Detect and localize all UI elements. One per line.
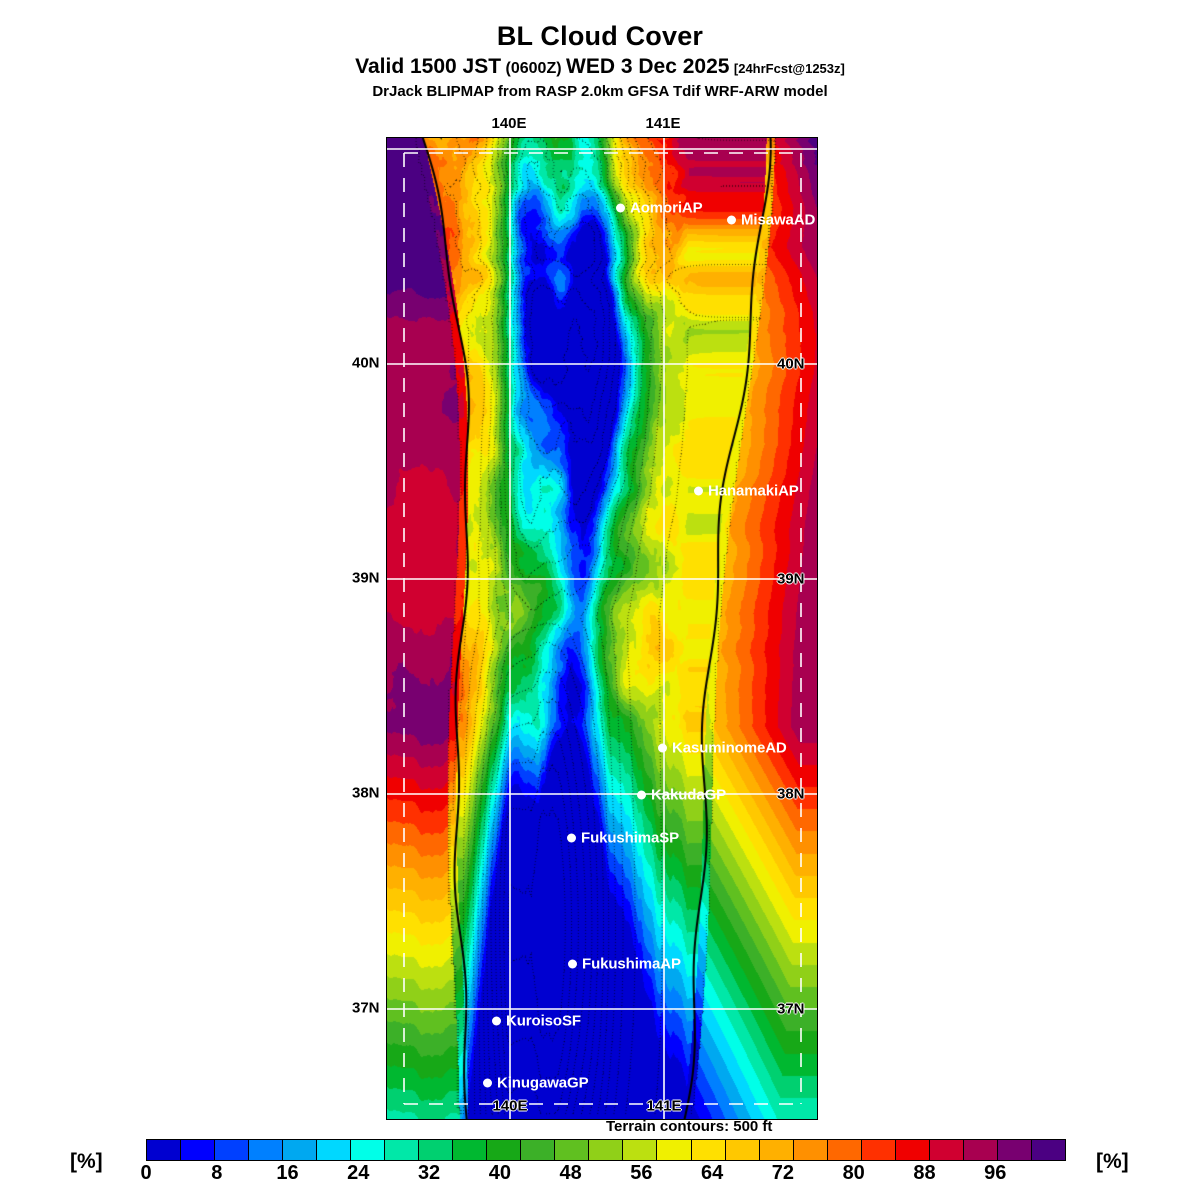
color-scale-tick-label: 64: [701, 1162, 724, 1184]
color-scale-tick-label: 24: [347, 1162, 370, 1184]
valid-time-line: Valid 1500 JST (0600Z) WED 3 Dec 2025 [2…: [0, 56, 1200, 78]
lat-tick-label-right: 37N: [777, 1000, 805, 1018]
terrain-contour-note: Terrain contours: 500 ft: [606, 1118, 773, 1135]
colorbar-unit-right: [%]: [1096, 1150, 1129, 1173]
color-scale-swatch: [249, 1140, 284, 1160]
color-scale-tick-label: 32: [417, 1162, 441, 1184]
color-scale-swatch: [487, 1140, 522, 1160]
lon-tick-label-bottom: 141E: [646, 1097, 682, 1115]
color-scale-tick-label: 88: [913, 1162, 936, 1184]
color-scale-swatch: [385, 1140, 420, 1160]
color-scale-swatch: [181, 1140, 216, 1160]
color-scale-bar[interactable]: [146, 1139, 1066, 1161]
color-scale-swatch: [759, 1140, 794, 1160]
valid-date: WED 3 Dec 2025: [566, 55, 730, 79]
color-scale-tick-label: 0: [140, 1162, 152, 1184]
color-scale-swatch: [419, 1140, 454, 1160]
color-scale-swatch: [861, 1140, 896, 1160]
color-scale-tick-label: 56: [630, 1162, 653, 1184]
color-scale-tick-label: 8: [211, 1162, 223, 1184]
color-scale-swatch: [997, 1140, 1032, 1160]
lat-tick-label-left: 38N: [352, 784, 380, 802]
color-scale-swatch: [453, 1140, 488, 1160]
valid-time-utc: (0600Z): [505, 60, 562, 78]
forecast-tag: [24hrFcst@1253z]: [733, 61, 845, 77]
color-scale-swatch: [657, 1140, 692, 1160]
color-scale-tick-label: 48: [559, 1162, 582, 1184]
color-scale-swatch: [929, 1140, 964, 1160]
color-scale-tick-label: 96: [984, 1162, 1007, 1184]
color-scale-swatch: [317, 1140, 352, 1160]
color-scale-tick-label: 80: [842, 1162, 865, 1184]
lat-tick-label-right: 39N: [777, 570, 805, 588]
lat-tick-label-left: 40N: [352, 354, 380, 372]
color-scale-swatch: [963, 1140, 998, 1160]
color-scale-swatch: [623, 1140, 658, 1160]
lon-tick-label-top: 140E: [491, 115, 527, 132]
color-scale-swatch: [691, 1140, 726, 1160]
model-description: DrJack BLIPMAP from RASP 2.0km GFSA Tdif…: [372, 83, 828, 101]
color-scale-swatch: [555, 1140, 590, 1160]
page-title: BL Cloud Cover: [496, 21, 704, 51]
color-scale-swatch: [215, 1140, 250, 1160]
lat-tick-label-left: 37N: [352, 999, 380, 1017]
lat-tick-label-left: 39N: [352, 569, 380, 587]
color-scale-tick-label: 40: [488, 1162, 511, 1184]
colorbar-unit-left: [%]: [70, 1150, 103, 1173]
color-scale-swatch: [725, 1140, 760, 1160]
map-plot-area[interactable]: AomoriAP MisawaAD HanamakiAP KasuminomeAD Ka…: [386, 137, 818, 1120]
lon-tick-label-top: 141E: [645, 115, 681, 132]
color-scale-ticks: 0 8 16 24 32 40 48 56 64 72 80 88 96: [140, 1162, 1066, 1192]
color-scale-swatch: [351, 1140, 386, 1160]
cloud-cover-heatmap: [387, 138, 817, 1119]
valid-time-prefix: Valid 1500 JST: [355, 55, 502, 79]
lat-tick-label-right: 40N: [777, 355, 805, 373]
lat-tick-label-right: 38N: [777, 785, 805, 803]
color-scale-swatch: [827, 1140, 862, 1160]
color-scale-swatch: [147, 1140, 182, 1160]
color-scale-tick-label: 16: [276, 1162, 299, 1184]
color-scale-swatch: [793, 1140, 828, 1160]
title-block: BL Cloud Cover Valid 1500 JST (0600Z) WE…: [0, 21, 1200, 101]
color-scale-swatch: [521, 1140, 556, 1160]
color-scale-swatch: [283, 1140, 318, 1160]
color-scale-swatch: [895, 1140, 930, 1160]
color-scale-swatch: [1031, 1140, 1065, 1160]
map-overlay-grid-and-coast: [387, 138, 817, 1119]
color-scale-swatch: [589, 1140, 624, 1160]
color-scale-tick-label: 72: [771, 1162, 795, 1184]
lon-tick-label-bottom: 140E: [492, 1097, 528, 1115]
